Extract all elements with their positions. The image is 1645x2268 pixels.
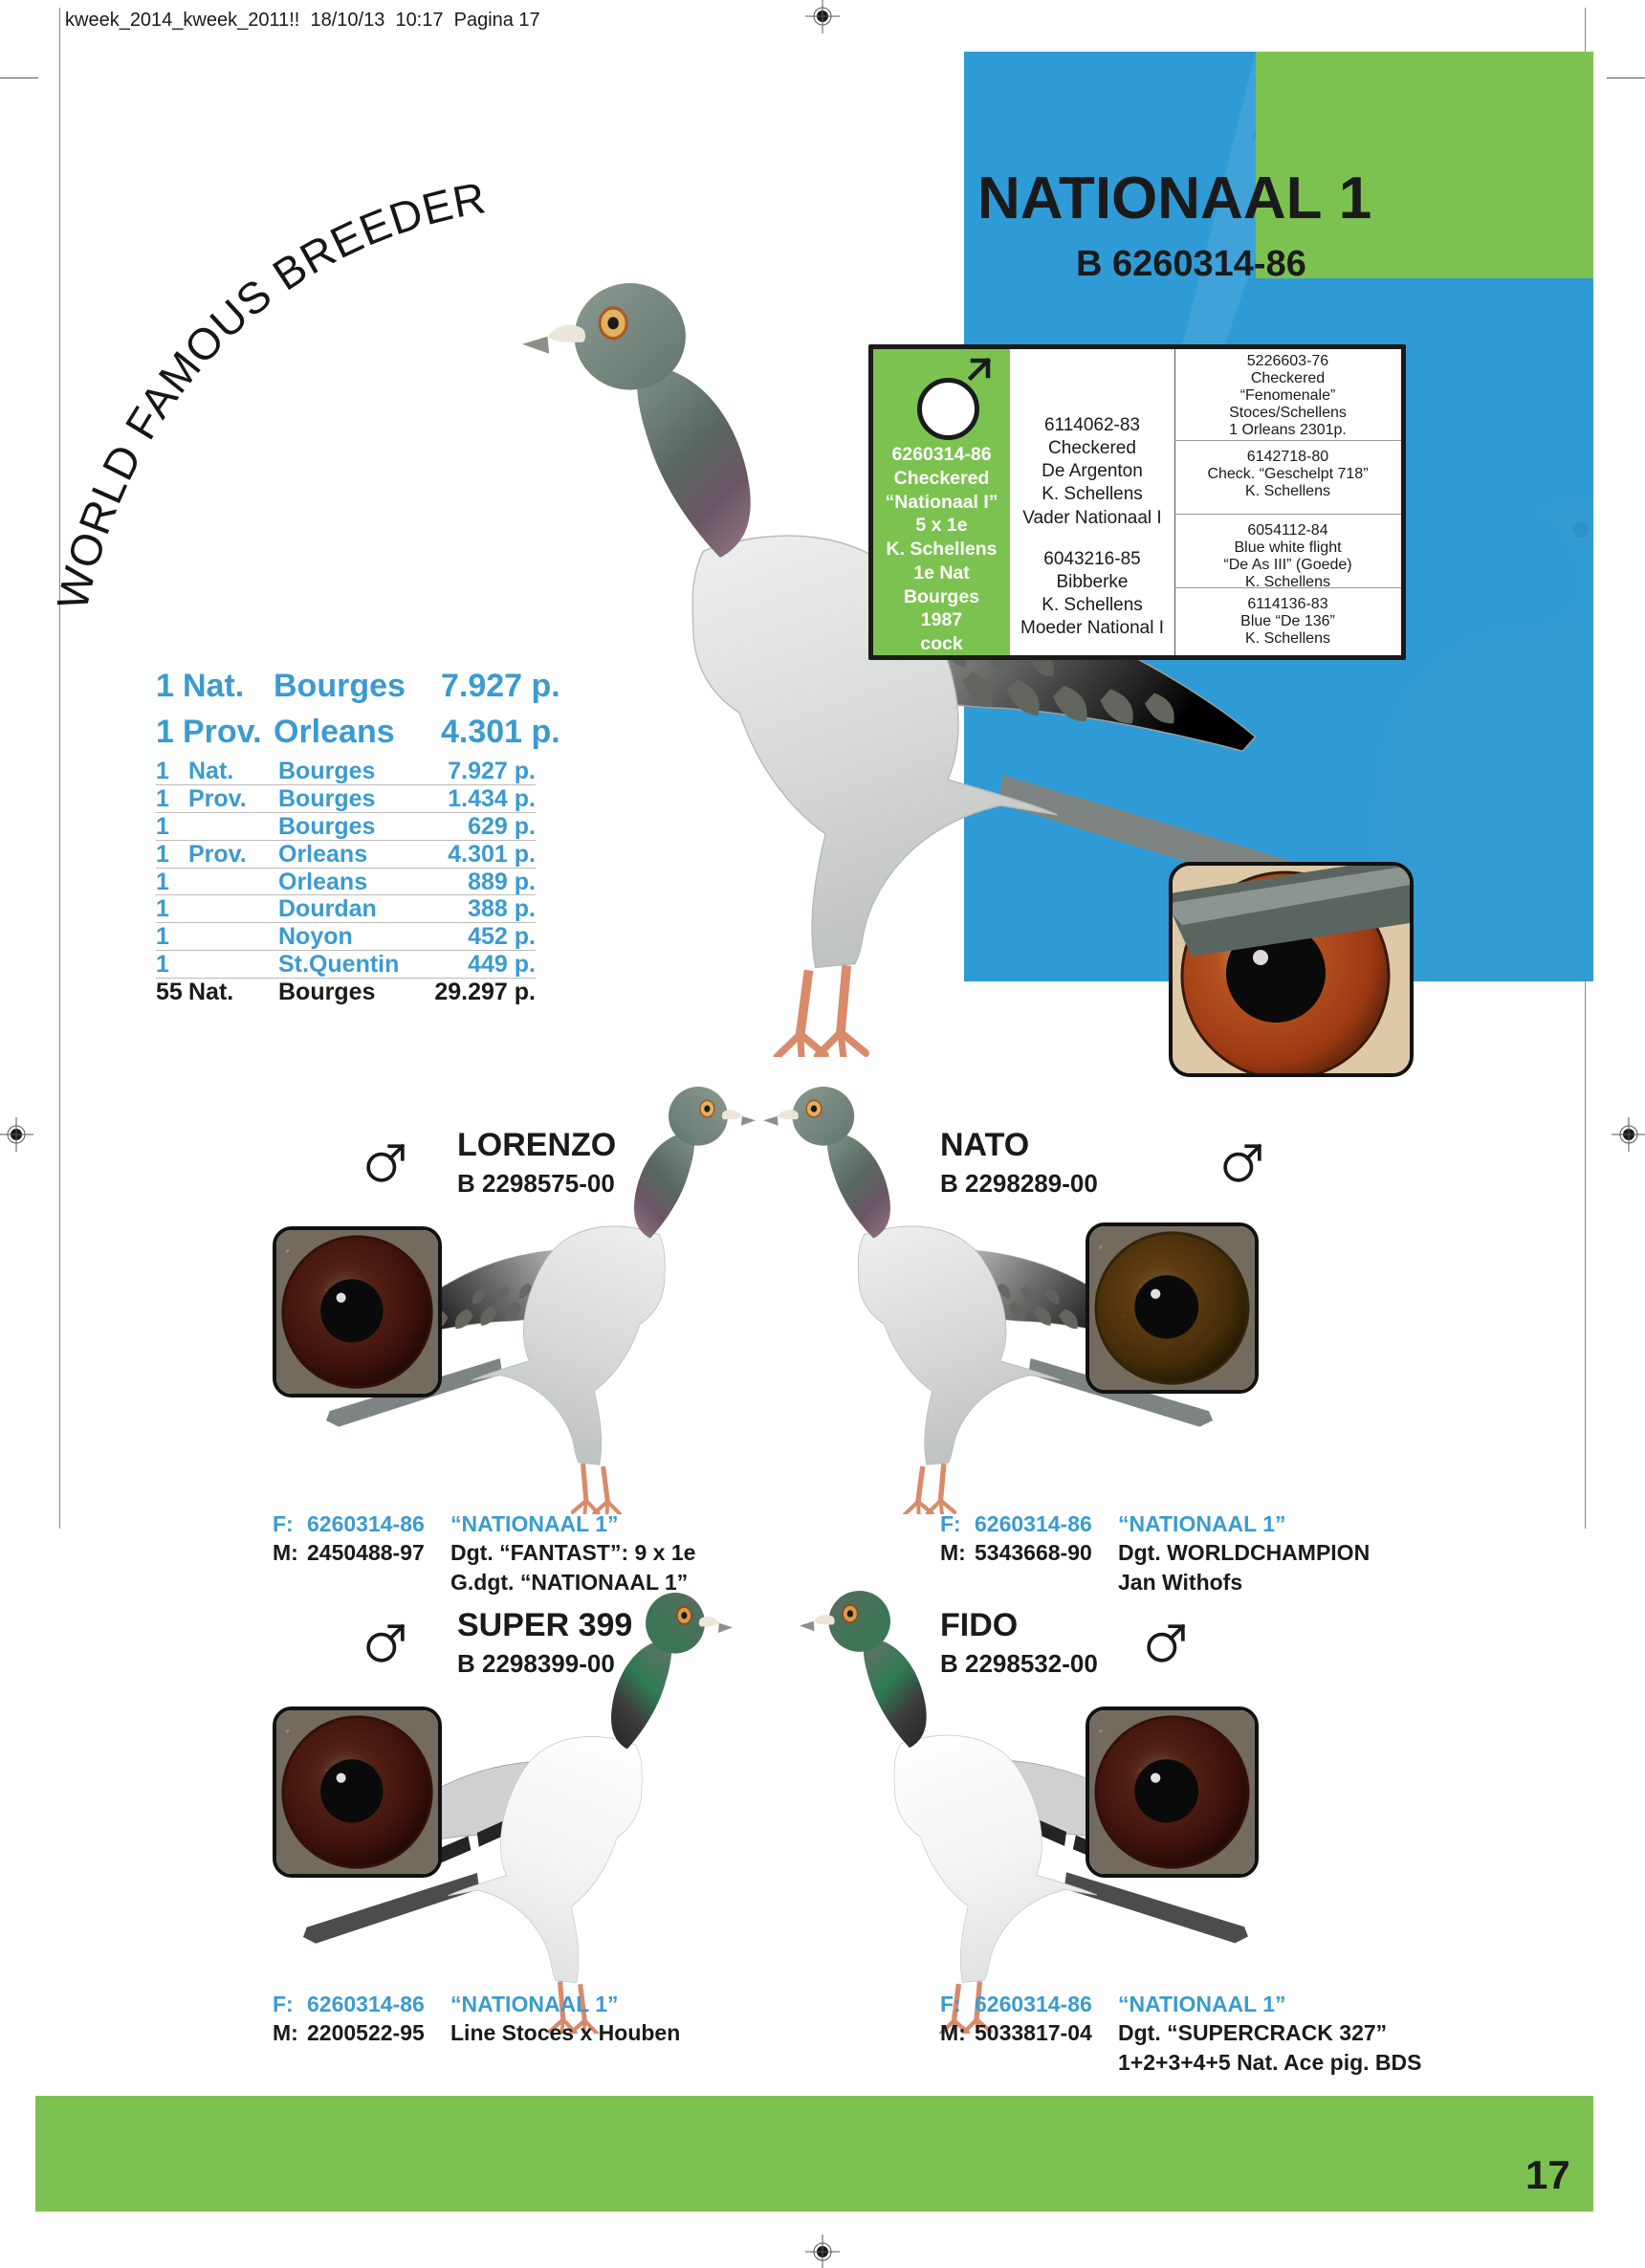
svg-text:WORLD FAMOUS BREEDER: WORLD FAMOUS BREEDER [57,172,490,614]
